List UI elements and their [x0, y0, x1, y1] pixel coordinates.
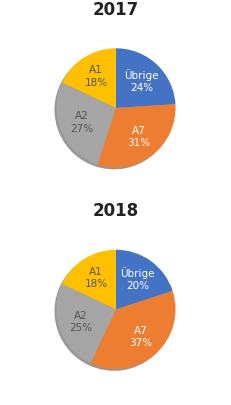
- Text: A1
18%: A1 18%: [84, 65, 107, 88]
- Text: A7
37%: A7 37%: [128, 326, 152, 348]
- Text: A2
25%: A2 25%: [69, 311, 92, 333]
- Title: 2017: 2017: [92, 1, 139, 19]
- Title: 2018: 2018: [93, 202, 138, 220]
- Text: Übrige
20%: Übrige 20%: [120, 267, 154, 292]
- Wedge shape: [116, 48, 175, 108]
- Text: Übrige
24%: Übrige 24%: [124, 68, 158, 93]
- Text: A7
31%: A7 31%: [127, 126, 150, 148]
- Text: A2
27%: A2 27%: [70, 111, 93, 134]
- Wedge shape: [56, 83, 116, 164]
- Wedge shape: [116, 250, 172, 309]
- Text: A1
18%: A1 18%: [84, 267, 107, 289]
- Wedge shape: [62, 250, 116, 309]
- Wedge shape: [90, 291, 175, 369]
- Wedge shape: [56, 284, 116, 363]
- Wedge shape: [62, 48, 116, 108]
- Wedge shape: [97, 104, 175, 167]
